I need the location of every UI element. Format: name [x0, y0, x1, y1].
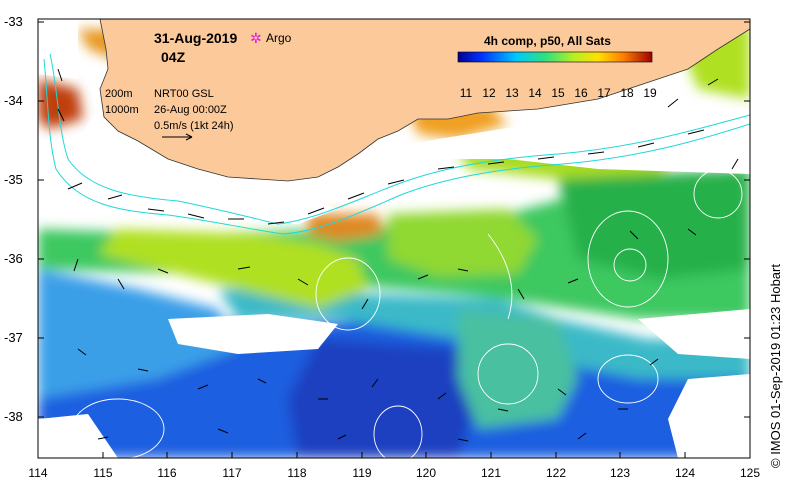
scale-arrow [162, 133, 193, 141]
x-tick: 123 [609, 466, 631, 480]
ssh-contours [71, 169, 743, 458]
x-tick: 115 [93, 466, 113, 480]
sst-field [38, 19, 750, 458]
x-tick: 118 [287, 466, 307, 480]
altimetry-date: 26-Aug 00:00Z [154, 104, 227, 116]
argo-label: Argo [266, 31, 292, 45]
vector-scale-label: 0.5m/s (1kt 24h) [154, 120, 234, 132]
colorbar-tick: 19 [643, 86, 657, 100]
altimetry-label: NRT00 GSL [154, 88, 214, 100]
sst-blobs [38, 24, 750, 458]
x-tick: 116 [157, 466, 177, 480]
x-tick: 125 [739, 466, 761, 480]
sst-map[interactable]: 31-Aug-2019 04Z ✲ Argo 200m 1000m NRT00 … [38, 19, 750, 458]
colorbar-title: 4h comp, p50, All Sats [484, 34, 611, 48]
contour-200m-label: 200m [105, 88, 133, 100]
credit-label: © IMOS 01-Sep-2019 01:23 Hobart [768, 264, 783, 468]
x-tick: 120 [415, 466, 437, 480]
x-tick: 124 [674, 466, 696, 480]
y-tick: -35 [4, 172, 23, 187]
y-tick: -36 [4, 251, 23, 266]
y-tick: -37 [4, 330, 23, 345]
bathymetry-contours [43, 53, 750, 235]
current-vectors [57, 68, 739, 442]
colorbar-tick: 13 [505, 86, 519, 100]
colorbar-tick: 11 [459, 86, 473, 100]
time-label: 04Z [161, 49, 186, 65]
y-tick: -34 [4, 93, 23, 108]
x-tick: 122 [545, 466, 567, 480]
x-tick: 114 [28, 466, 48, 480]
argo-icon[interactable]: ✲ [250, 30, 262, 46]
y-tick: -38 [4, 409, 23, 424]
colorbar-tick: 17 [597, 86, 611, 100]
y-tick: -33 [4, 14, 23, 29]
colorbar-tick: 18 [620, 86, 634, 100]
colorbar [457, 51, 653, 63]
colorbar-tick: 16 [574, 86, 588, 100]
contour-1000m-label: 1000m [105, 104, 139, 116]
colorbar-tick: 15 [551, 86, 565, 100]
colorbar-tick: 14 [528, 86, 542, 100]
x-tick: 117 [222, 466, 242, 480]
x-tick: 119 [352, 466, 372, 480]
date-label: 31-Aug-2019 [154, 30, 238, 46]
x-tick: 121 [480, 466, 502, 480]
colorbar-tick: 12 [482, 86, 496, 100]
